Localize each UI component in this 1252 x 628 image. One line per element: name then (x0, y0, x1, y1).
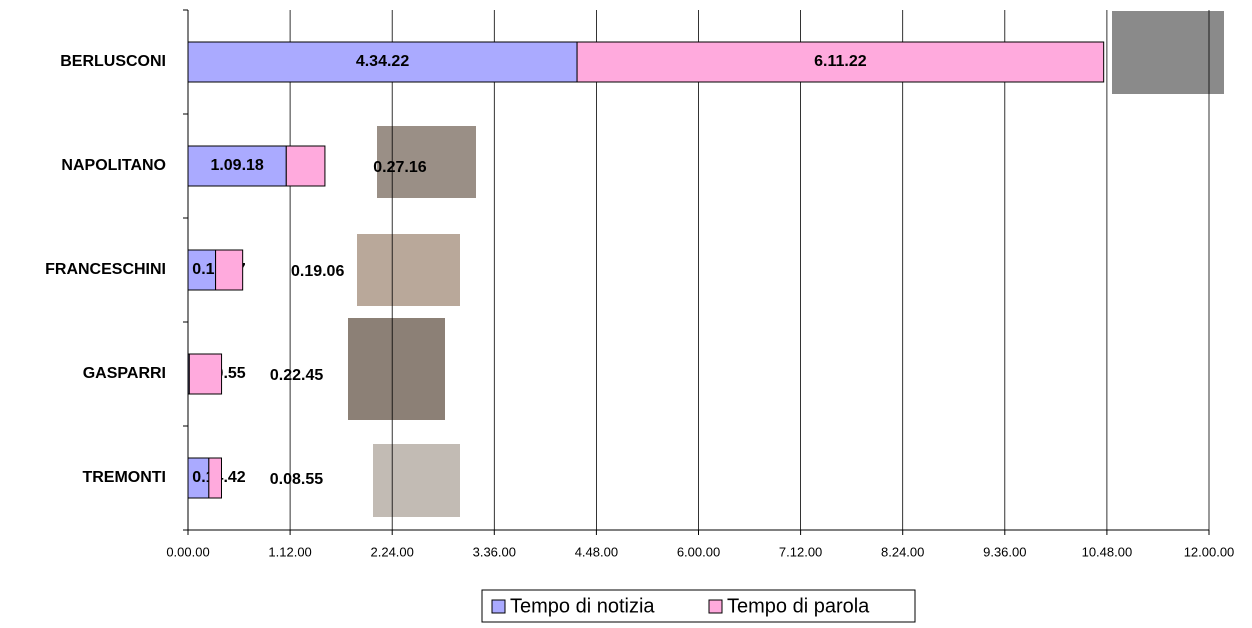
x-tick-label: 1.12.00 (268, 544, 311, 559)
photo (348, 318, 445, 420)
x-tick-label: 12.00.00 (1184, 544, 1235, 559)
x-tick-label: 2.24.00 (371, 544, 414, 559)
value-label: 0.19.06 (291, 263, 344, 280)
value-label: 0.22.45 (270, 367, 323, 384)
x-tick-label: 9.36.00 (983, 544, 1026, 559)
value-label: 6.11.22 (814, 53, 867, 70)
y-tick-label: TREMONTI (82, 469, 166, 486)
bar (216, 250, 243, 290)
y-tick-label: FRANCESCHINI (45, 261, 166, 278)
x-tick-label: 6.00.00 (677, 544, 720, 559)
y-tick-label: BERLUSCONI (60, 53, 166, 70)
value-label: 1.09.18 (210, 157, 263, 174)
value-label: 0.08.55 (270, 471, 323, 488)
legend: Tempo di notizia Tempo di parola (482, 590, 915, 622)
legend-label: Tempo di notizia (510, 595, 655, 617)
bar (189, 354, 221, 394)
legend-swatch (709, 600, 722, 613)
x-tick-label: 7.12.00 (779, 544, 822, 559)
bar (286, 146, 325, 186)
legend-swatch (492, 600, 505, 613)
y-tick-label: NAPOLITANO (61, 157, 166, 174)
legend-label: Tempo di parola (727, 595, 870, 617)
x-tick-label: 0.00.00 (166, 544, 209, 559)
photo (373, 444, 460, 517)
x-tick-label: 8.24.00 (881, 544, 924, 559)
chart: Tempo di notizia Tempo di parola 0.00.00… (0, 0, 1252, 623)
photo (357, 234, 460, 306)
x-tick-label: 4.48.00 (575, 544, 618, 559)
photo (1112, 11, 1224, 94)
x-tick-label: 10.48.00 (1082, 544, 1133, 559)
photos (348, 11, 1224, 517)
value-label: 0.27.16 (373, 159, 426, 176)
y-tick-label: GASPARRI (83, 365, 166, 382)
value-label: 4.34.22 (356, 53, 409, 70)
x-tick-label: 3.36.00 (473, 544, 516, 559)
bar (209, 458, 222, 498)
